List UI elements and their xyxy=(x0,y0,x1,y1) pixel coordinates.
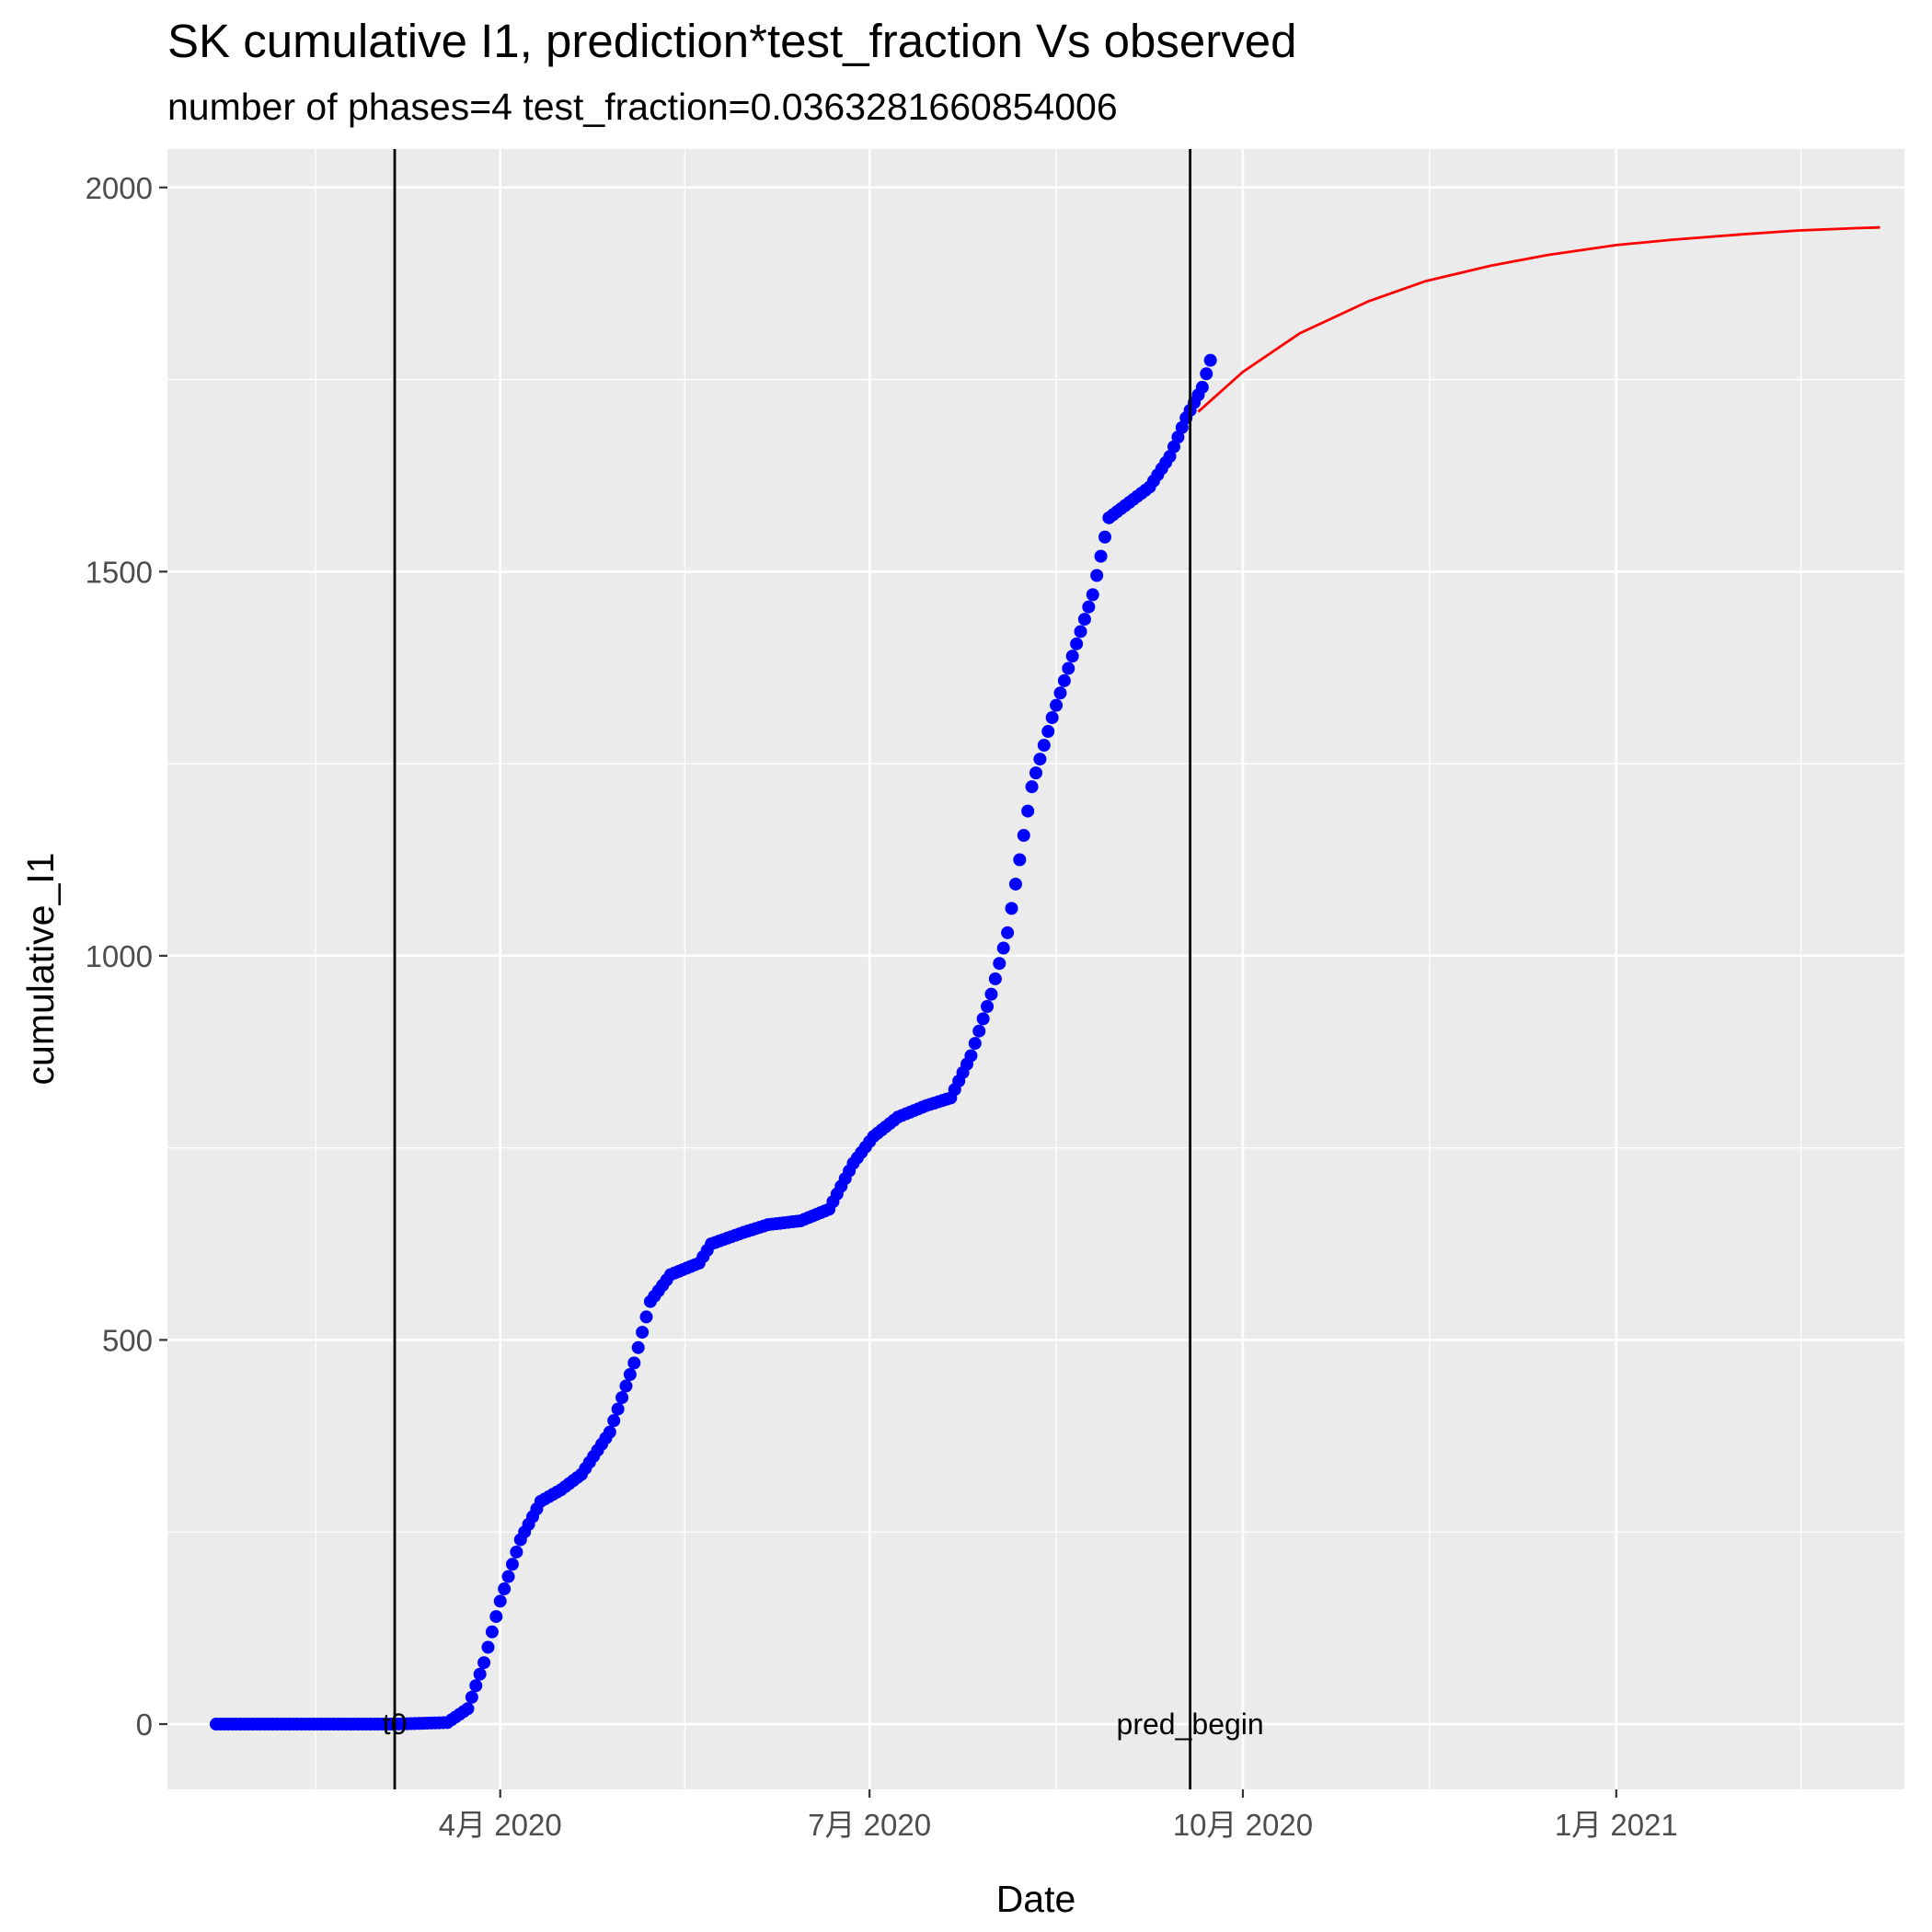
data-point xyxy=(611,1402,625,1416)
data-point xyxy=(498,1582,512,1596)
y-tick-label: 1500 xyxy=(86,555,153,589)
y-axis-title: cumulative_I1 xyxy=(19,853,62,1086)
data-point xyxy=(1033,753,1047,766)
data-point xyxy=(1077,613,1091,627)
data-point xyxy=(1062,661,1075,675)
x-tick-label: 4月 2020 xyxy=(439,1808,562,1842)
x-tick-label: 10月 2020 xyxy=(1173,1808,1313,1842)
data-point xyxy=(603,1425,616,1439)
data-point xyxy=(1021,804,1035,818)
x-axis-title: Date xyxy=(996,1878,1076,1920)
data-point xyxy=(988,972,1002,985)
data-point xyxy=(1029,766,1042,780)
chart-subtitle: number of phases=4 test_fraction=0.03632… xyxy=(167,86,1118,128)
data-point xyxy=(972,1024,986,1038)
data-point xyxy=(1065,650,1079,663)
major-gridlines xyxy=(167,149,1904,1789)
data-point xyxy=(1057,673,1071,687)
y-tick-label: 2000 xyxy=(86,171,153,205)
data-point xyxy=(1200,367,1213,381)
data-point xyxy=(1195,380,1209,394)
data-point xyxy=(473,1667,487,1681)
y-tick-label: 1000 xyxy=(86,939,153,973)
data-point xyxy=(615,1391,629,1405)
data-point xyxy=(631,1340,645,1354)
y-axis: 0 500 1000 1500 2000 xyxy=(86,171,167,1742)
data-point xyxy=(1050,698,1064,712)
data-point xyxy=(1001,926,1015,939)
data-point xyxy=(968,1037,982,1051)
data-point xyxy=(1037,739,1051,753)
data-point xyxy=(505,1558,519,1571)
data-point xyxy=(1070,637,1084,650)
plot-panel xyxy=(167,149,1904,1789)
chart-title: SK cumulative I1, prediction*test_fracti… xyxy=(167,15,1296,67)
data-point xyxy=(461,1702,475,1716)
data-point xyxy=(1045,710,1059,724)
data-point xyxy=(1005,902,1018,915)
data-point xyxy=(1086,588,1099,602)
data-point xyxy=(627,1356,641,1370)
data-point xyxy=(981,1000,995,1014)
data-point xyxy=(485,1625,499,1639)
x-tick-label: 1月 2021 xyxy=(1555,1808,1678,1842)
y-tick-label: 0 xyxy=(136,1708,153,1742)
x-axis: 4月 2020 7月 2020 10月 2020 1月 2021 xyxy=(439,1789,1678,1842)
data-point xyxy=(984,987,998,1001)
data-point xyxy=(469,1679,483,1693)
data-point xyxy=(465,1690,478,1704)
series-layer xyxy=(209,225,1880,1731)
data-point xyxy=(1094,549,1108,563)
vline-label-pred_begin: pred_begin xyxy=(1117,1708,1264,1741)
data-point xyxy=(510,1545,523,1558)
data-point xyxy=(1025,780,1039,794)
data-point xyxy=(1090,569,1104,582)
vline-label-t0: t0 xyxy=(383,1708,408,1741)
data-point xyxy=(1041,725,1055,739)
data-point xyxy=(636,1326,650,1340)
data-point xyxy=(607,1414,621,1428)
data-point xyxy=(481,1640,495,1654)
data-point xyxy=(1053,686,1067,700)
data-point xyxy=(1013,853,1027,867)
data-point xyxy=(639,1310,653,1324)
prediction-line xyxy=(1197,225,1880,413)
data-point xyxy=(477,1656,491,1670)
data-point xyxy=(1074,625,1087,638)
data-point xyxy=(501,1570,515,1583)
data-point xyxy=(976,1012,990,1026)
data-point xyxy=(623,1368,637,1382)
data-point xyxy=(1203,353,1217,367)
data-point xyxy=(1098,530,1111,544)
data-point xyxy=(964,1049,978,1063)
data-point xyxy=(1017,829,1030,843)
reference-lines: t0 pred_begin xyxy=(383,149,1264,1789)
y-tick-label: 500 xyxy=(102,1323,153,1357)
data-point xyxy=(489,1610,503,1624)
data-point xyxy=(493,1594,507,1608)
data-point xyxy=(619,1379,633,1393)
x-tick-label: 7月 2020 xyxy=(808,1808,931,1842)
data-point xyxy=(993,957,1006,971)
data-point xyxy=(1008,877,1022,891)
data-point xyxy=(1082,600,1096,614)
data-point xyxy=(996,941,1010,955)
minor-gridlines xyxy=(167,149,1904,1789)
